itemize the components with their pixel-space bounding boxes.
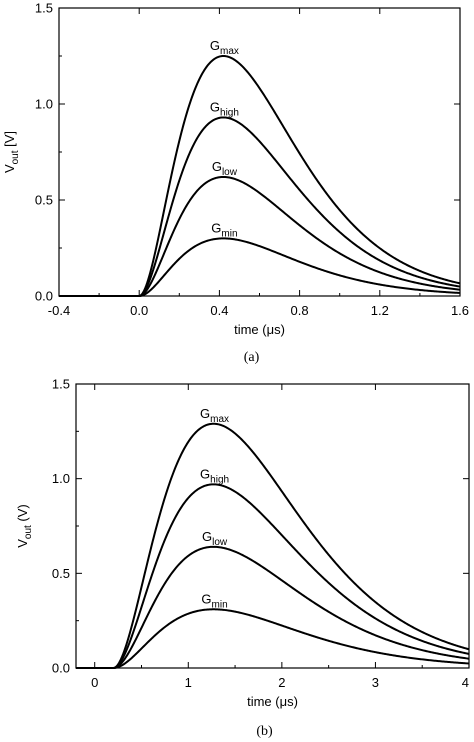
y-axis-title: Vout (V) xyxy=(15,504,34,548)
panel-caption: (b) xyxy=(256,724,273,739)
y-tick-label: 0.5 xyxy=(52,566,70,581)
x-tick-label: 0.4 xyxy=(210,303,228,318)
series-line-g-high xyxy=(59,116,461,297)
series-label-sub: min xyxy=(212,599,228,610)
y-axis-title-main: V xyxy=(2,164,17,173)
y-axis-title-sub: out xyxy=(23,525,34,539)
series-label-sub: low xyxy=(212,537,228,548)
y-tick-label: 0.0 xyxy=(35,289,53,304)
series-label-main: G xyxy=(200,406,210,421)
series-label-sub: high xyxy=(220,107,239,118)
series-label-main: G xyxy=(210,99,220,114)
y-tick-label: 1.5 xyxy=(52,377,70,392)
y-tick-label: 1.0 xyxy=(35,97,53,112)
x-tick-label: 4 xyxy=(462,675,469,690)
series-label-g-min: Gmin xyxy=(211,220,237,239)
series-line-g-low xyxy=(59,175,461,297)
series-label-g-low: Glow xyxy=(202,529,228,548)
x-tick-label: -0.4 xyxy=(48,303,70,318)
panel-caption: (a) xyxy=(244,350,260,365)
y-tick-label: 1.5 xyxy=(35,1,53,16)
x-axis-title: time (μs) xyxy=(247,694,298,709)
series-label-g-min: Gmin xyxy=(201,591,227,610)
x-tick-label: 1.6 xyxy=(451,303,469,318)
series-line-g-max xyxy=(59,54,461,297)
y-axis-title-main: V xyxy=(15,539,30,548)
x-tick-label: 3 xyxy=(372,675,379,690)
plot-frame xyxy=(58,7,461,297)
series-label-sub: max xyxy=(210,414,229,425)
series-line-g-high xyxy=(76,483,470,669)
y-axis-title-sub: out xyxy=(10,150,21,164)
series-label-main: G xyxy=(200,466,210,481)
series-line-g-min xyxy=(76,608,470,669)
y-tick-label: 0.5 xyxy=(35,193,53,208)
x-tick-label: 0 xyxy=(91,675,98,690)
series-label-sub: high xyxy=(210,474,229,485)
series-label-g-max: Gmax xyxy=(210,38,239,57)
series-line-g-max xyxy=(76,422,470,669)
series-label-main: G xyxy=(202,529,212,544)
x-tick-label: 1.2 xyxy=(371,303,389,318)
y-tick-label: 1.0 xyxy=(52,471,70,486)
series-label-g-low: Glow xyxy=(212,159,238,178)
series-line-g-low xyxy=(76,545,470,669)
series-label-main: G xyxy=(210,38,220,53)
x-tick-label: 1 xyxy=(185,675,192,690)
y-tick-label: 0.0 xyxy=(52,661,70,676)
series-label-sub: low xyxy=(222,167,238,178)
y-axis-title-unit: (V) xyxy=(15,504,30,525)
series-label-main: G xyxy=(201,591,211,606)
y-axis-title-unit: [V] xyxy=(2,131,17,151)
series-label-sub: max xyxy=(220,46,239,57)
x-axis-title: time (μs) xyxy=(234,322,285,337)
series-label-sub: min xyxy=(221,228,237,239)
series-label-g-max: Gmax xyxy=(200,406,229,425)
series-label-main: G xyxy=(212,159,222,174)
series-label-g-high: Ghigh xyxy=(210,99,239,118)
x-tick-label: 0.0 xyxy=(130,303,148,318)
series-line-g-min xyxy=(59,237,461,297)
series-label-main: G xyxy=(211,220,221,235)
x-tick-label: 2 xyxy=(278,675,285,690)
x-tick-label: 0.8 xyxy=(291,303,309,318)
series-label-g-high: Ghigh xyxy=(200,466,229,485)
y-axis-title: Vout [V] xyxy=(2,131,21,173)
